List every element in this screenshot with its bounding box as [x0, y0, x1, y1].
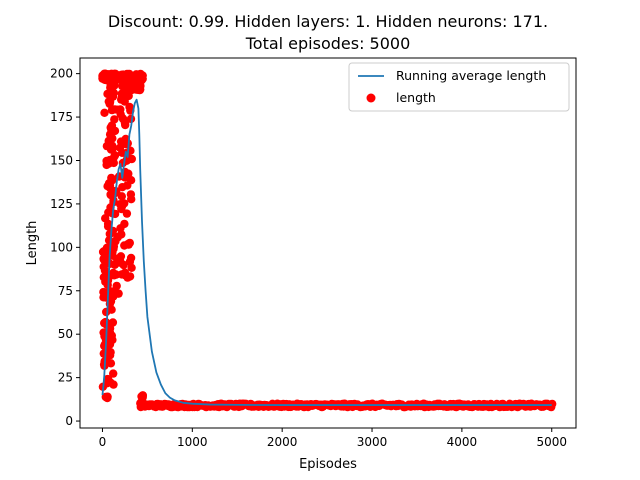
- y-tick-label: 100: [50, 240, 73, 254]
- scatter-point: [124, 169, 133, 178]
- x-axis-label: Episodes: [299, 457, 357, 472]
- chart-title-line2: Total episodes: 5000: [245, 34, 411, 53]
- scatter-point: [100, 108, 109, 118]
- scatter-point: [123, 139, 132, 148]
- scatter-point: [109, 380, 118, 389]
- scatter-point: [112, 281, 121, 291]
- y-tick-label: 200: [50, 67, 73, 81]
- scatter-point: [101, 318, 111, 327]
- y-tick-label: 50: [58, 327, 73, 341]
- x-tick-label: 1000: [177, 435, 208, 449]
- scatter-point: [110, 151, 120, 160]
- scatter-point: [106, 359, 116, 368]
- legend-marker-swatch: [366, 93, 376, 103]
- legend-box: [348, 62, 570, 112]
- x-tick-label: 2000: [267, 435, 298, 449]
- scatter-point: [117, 70, 126, 80]
- x-tick-label: 4000: [447, 435, 478, 449]
- y-tick-label: 150: [50, 153, 73, 167]
- y-tick-label: 175: [50, 110, 73, 124]
- scatter-point: [110, 115, 119, 124]
- scatter-point: [118, 114, 128, 123]
- y-axis-ticks: 0 25 50 75 100 125 150 175 200: [50, 67, 80, 428]
- scatter-point: [109, 369, 118, 378]
- scatter-point: [123, 181, 132, 190]
- scatter-point: [116, 137, 126, 146]
- scatter-point: [117, 192, 127, 201]
- scatter-point: [104, 136, 113, 146]
- scatter-point: [117, 230, 126, 239]
- running-average-line: [101, 98, 552, 406]
- scatter-point: [108, 92, 118, 101]
- legend: Running average length length: [348, 62, 570, 112]
- x-tick-label: 0: [99, 435, 107, 449]
- scatter-point: [117, 89, 126, 99]
- y-tick-label: 0: [65, 414, 73, 428]
- y-tick-label: 25: [58, 371, 73, 385]
- scatter-point: [106, 348, 115, 357]
- scatter-point: [114, 289, 123, 298]
- scatter-point: [103, 393, 112, 403]
- scatter-point: [107, 173, 116, 183]
- scatter-point: [120, 219, 129, 229]
- scatter-point: [109, 158, 119, 168]
- scatter-point: [108, 143, 118, 153]
- legend-label-running-average: Running average length: [396, 68, 546, 83]
- x-tick-label: 5000: [536, 435, 567, 449]
- scatter-point: [138, 71, 147, 80]
- scatter-point: [548, 399, 557, 409]
- y-tick-label: 125: [50, 197, 73, 211]
- y-tick-label: 75: [58, 284, 73, 298]
- scatter-point: [117, 204, 126, 214]
- scatter-point: [110, 189, 119, 198]
- scatter-point: [122, 209, 132, 218]
- scatter-point: [104, 375, 113, 384]
- axes-frame: [79, 57, 577, 429]
- chart-title-line1: Discount: 0.99. Hidden layers: 1. Hidden…: [108, 12, 548, 31]
- scatter-point: [110, 126, 120, 136]
- scatter-point: [116, 252, 126, 261]
- line-series-running-average: [101, 98, 552, 406]
- scatter-point: [120, 270, 130, 280]
- scatter-point: [126, 253, 136, 263]
- scatter-point: [108, 226, 118, 236]
- x-tick-label: 3000: [357, 435, 388, 449]
- x-axis-ticks: 0 1000 2000 3000 4000 5000: [99, 428, 567, 449]
- scatter-point: [127, 195, 136, 204]
- scatter-point: [108, 318, 118, 327]
- scatter-point: [119, 260, 128, 270]
- scatter-point: [108, 335, 117, 345]
- plot-area: [98, 69, 557, 412]
- scatter-point: [121, 120, 130, 130]
- scatter-point: [124, 240, 133, 249]
- legend-label-length: length: [396, 90, 436, 105]
- y-axis-label: Length: [25, 221, 40, 266]
